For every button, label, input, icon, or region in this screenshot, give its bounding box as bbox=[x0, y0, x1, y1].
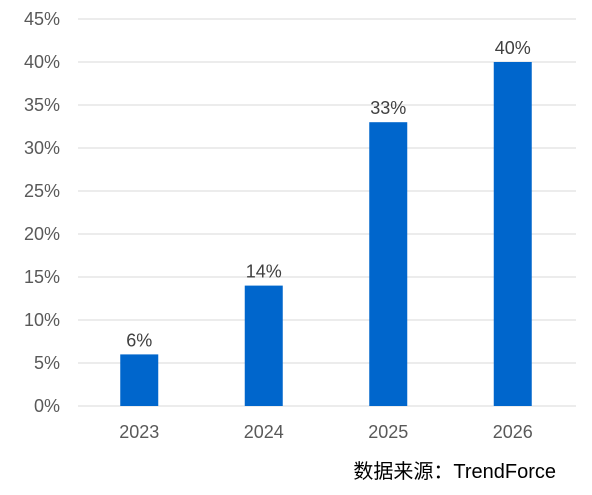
y-tick-label: 20% bbox=[24, 224, 60, 244]
bar-value-label: 33% bbox=[370, 98, 406, 118]
y-tick-label: 40% bbox=[24, 52, 60, 72]
y-tick-label: 30% bbox=[24, 138, 60, 158]
x-tick-label: 2026 bbox=[493, 422, 533, 442]
bar-value-label: 14% bbox=[246, 262, 282, 282]
y-tick-label: 35% bbox=[24, 95, 60, 115]
bar-value-label: 6% bbox=[126, 330, 152, 350]
x-tick-label: 2023 bbox=[119, 422, 159, 442]
y-axis-ticks: 0% 5% 10% 15% 20% 25% 30% 35% 40% 45% bbox=[24, 9, 60, 416]
x-axis-ticks: 2023 2024 2025 2026 bbox=[119, 422, 533, 442]
x-tick-label: 2025 bbox=[368, 422, 408, 442]
y-tick-label: 15% bbox=[24, 267, 60, 287]
bar bbox=[493, 62, 532, 406]
x-tick-label: 2024 bbox=[244, 422, 284, 442]
y-tick-label: 25% bbox=[24, 181, 60, 201]
bar bbox=[244, 285, 283, 406]
source-note: 数据来源：TrendForce bbox=[353, 461, 556, 483]
y-tick-label: 0% bbox=[34, 396, 60, 416]
bar bbox=[369, 122, 408, 406]
bar-value-label: 40% bbox=[495, 38, 531, 58]
y-tick-label: 10% bbox=[24, 310, 60, 330]
y-tick-label: 5% bbox=[34, 353, 60, 373]
y-tick-label: 45% bbox=[24, 9, 60, 29]
data-labels: 6% 14% 33% 40% bbox=[126, 38, 531, 350]
gridlines bbox=[78, 18, 576, 407]
bars bbox=[120, 62, 532, 406]
bar bbox=[120, 354, 159, 406]
